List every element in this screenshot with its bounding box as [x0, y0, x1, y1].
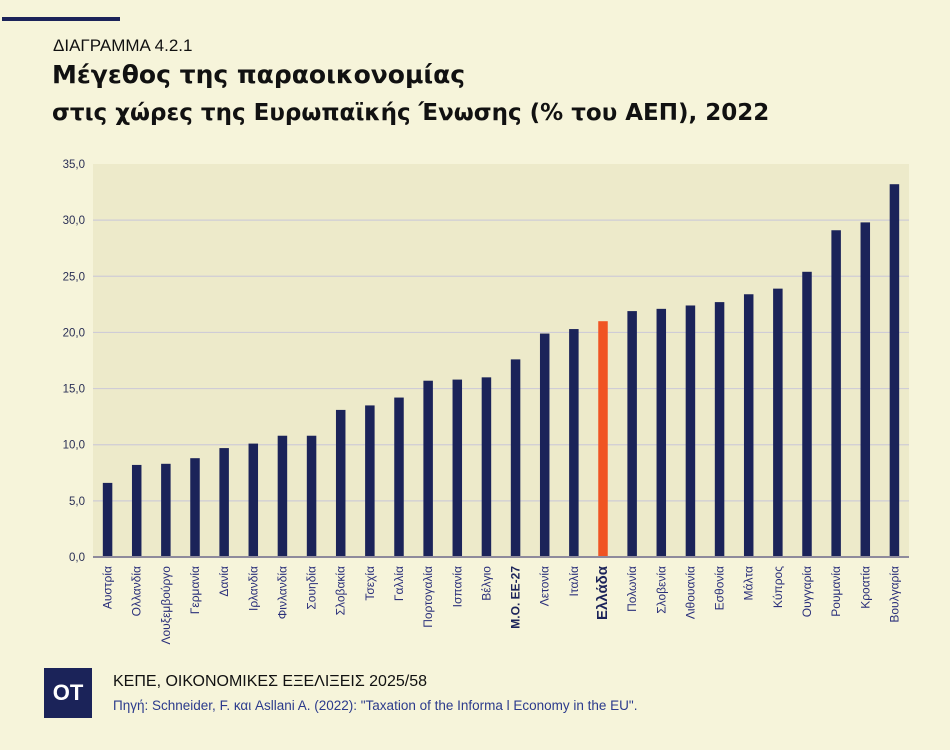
bar — [539, 333, 550, 557]
publication-name: ΚΕΠΕ, ΟΙΚΟΝΟΜΙΚΕΣ ΕΞΕΛΙΞΕΙΣ 2025/58 — [113, 673, 427, 690]
x-tick-label: Πολωνία — [625, 566, 639, 612]
x-tick-label: Μ.Ο. ΕΕ-27 — [509, 566, 523, 629]
bar — [802, 271, 812, 557]
bar — [335, 409, 346, 557]
bar — [510, 359, 521, 557]
x-tick-label: Λετονία — [538, 566, 552, 606]
x-tick-label: Κροατία — [858, 566, 872, 609]
y-tick-label: 35,0 — [63, 159, 85, 171]
bar — [306, 435, 317, 557]
bar — [481, 377, 492, 557]
x-tick-label: Σλοβενία — [654, 566, 668, 614]
top-accent-rule — [2, 17, 120, 21]
x-tick-label: Ιρλανδία — [246, 566, 260, 611]
x-tick-label: Βέλγιο — [479, 566, 493, 601]
y-tick-label: 10,0 — [63, 440, 85, 452]
y-tick-label: 25,0 — [63, 271, 85, 283]
y-tick-label: 30,0 — [63, 215, 85, 227]
y-tick-label: 20,0 — [63, 327, 85, 339]
bar — [452, 379, 463, 557]
bar — [190, 458, 200, 557]
y-tick-label: 15,0 — [63, 384, 85, 396]
bar — [161, 463, 171, 557]
x-tick-label: Τσεχία — [363, 566, 377, 601]
x-tick-label: Ισπανία — [450, 566, 464, 607]
x-tick-label: Εσθονία — [713, 566, 727, 610]
x-tick-label: Γερμανία — [188, 566, 202, 614]
bar — [889, 184, 900, 557]
bar — [569, 329, 579, 557]
y-tick-label: 0,0 — [69, 552, 85, 564]
bar — [423, 380, 433, 557]
bar — [219, 448, 229, 557]
x-tick-label: Λουξεμβούργο — [159, 566, 173, 645]
x-tick-label: Σλοβακία — [334, 566, 348, 615]
bar — [831, 230, 841, 557]
bar — [131, 464, 142, 557]
x-tick-label: Σουηδία — [305, 566, 319, 610]
x-tick-label: Φινλανδία — [275, 566, 289, 619]
chart-number: ΔΙΑΓΡΑΜΜΑ 4.2.1 — [53, 36, 193, 55]
x-tick-label: Λιθουανία — [683, 566, 697, 619]
bar — [102, 482, 113, 557]
x-tick-label: Αυστρία — [101, 566, 115, 609]
bar — [743, 294, 754, 557]
chart-subtitle: στις χώρες της Ευρωπαϊκής Ένωσης (% του … — [52, 100, 770, 126]
x-tick-label: Ελλάδα — [594, 565, 611, 620]
x-tick-label: Ουγγαρία — [800, 566, 814, 617]
bar — [394, 397, 404, 557]
bar — [277, 435, 288, 557]
x-tick-label: Δανία — [217, 566, 231, 597]
bar — [365, 405, 375, 557]
gridlines — [93, 219, 909, 502]
source-note: Πηγή: Schneider, F. και Asllani A. (2022… — [113, 698, 638, 713]
x-tick-label: Γαλλία — [392, 566, 406, 601]
x-tick-label: Ολλανδία — [130, 566, 144, 616]
bar — [860, 222, 871, 558]
y-tick-label: 5,0 — [69, 496, 85, 508]
x-axis-labels: Αυστρία Ολλανδία Λουξεμβούργο Γερμανία Δανία… — [101, 565, 902, 644]
bar — [714, 302, 725, 557]
x-tick-label: Βουλγαρία — [887, 566, 901, 623]
x-tick-label: Ιταλία — [567, 566, 581, 597]
plot-area — [93, 164, 909, 557]
x-tick-label: Ρουμανία — [829, 566, 843, 617]
bar-highlight — [598, 321, 608, 557]
y-axis-ticks: 0,0 5,0 10,0 15,0 20,0 25,0 30,0 35,0 — [63, 159, 85, 564]
x-tick-label: Πορτογαλία — [421, 566, 435, 628]
publisher-logo: OT — [44, 668, 92, 718]
bar — [685, 305, 696, 557]
bar — [656, 308, 667, 557]
bar — [627, 311, 637, 557]
bar — [248, 443, 259, 557]
bars — [102, 184, 900, 558]
x-tick-label: Κύπρος — [771, 566, 785, 608]
x-tick-label: Μάλτα — [742, 566, 756, 601]
chart-title: Μέγεθος της παραοικονομίας — [52, 60, 466, 89]
bar — [773, 288, 783, 557]
